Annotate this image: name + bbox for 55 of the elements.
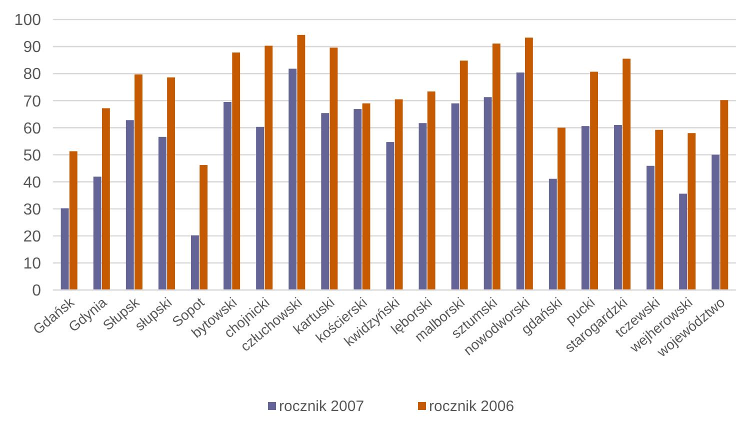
bar — [264, 46, 273, 290]
bar — [330, 48, 338, 290]
bar — [200, 165, 208, 290]
bar — [354, 109, 362, 290]
bar — [362, 103, 370, 290]
bar — [321, 113, 330, 290]
y-tick-label: 60 — [23, 120, 42, 138]
bar — [69, 151, 78, 290]
bar — [418, 123, 427, 290]
y-tick-label: 70 — [23, 93, 42, 110]
bar — [720, 100, 728, 290]
y-tick-label: 0 — [32, 282, 42, 300]
bar — [484, 97, 492, 290]
bar — [688, 133, 696, 290]
legend-label: rocznik 2007 — [279, 398, 364, 415]
y-tick-label: 40 — [23, 174, 42, 192]
bar — [191, 235, 199, 290]
bar — [558, 128, 566, 290]
bar — [655, 130, 664, 290]
bar — [288, 68, 297, 290]
y-tick-label: 90 — [23, 39, 42, 56]
bar — [679, 194, 688, 290]
bar — [614, 124, 622, 290]
bar — [386, 142, 394, 290]
bar — [622, 58, 631, 290]
y-tick-label: 50 — [23, 147, 42, 164]
y-tick-label: 80 — [23, 66, 42, 84]
bar — [167, 77, 175, 290]
legend-label: rocznik 2006 — [429, 398, 514, 415]
bar — [60, 208, 69, 290]
bar — [712, 154, 720, 290]
bar — [451, 103, 460, 290]
bar — [427, 91, 436, 290]
y-tick-label: 30 — [23, 201, 42, 218]
bar — [158, 136, 166, 290]
bar — [548, 178, 557, 290]
bar — [126, 120, 134, 290]
bar — [581, 126, 590, 290]
bar — [460, 60, 468, 290]
bar — [256, 126, 264, 290]
bar — [492, 44, 500, 290]
bar — [590, 72, 598, 290]
bar — [232, 52, 240, 290]
bar — [224, 102, 232, 290]
y-tick-label: 10 — [23, 256, 42, 273]
bar — [134, 74, 142, 290]
y-tick-label: 100 — [14, 12, 42, 30]
bar — [102, 108, 110, 290]
y-tick-label: 20 — [23, 228, 42, 246]
bar — [525, 38, 533, 290]
bar — [394, 99, 403, 290]
bar — [297, 34, 306, 290]
bar — [93, 176, 102, 290]
bar — [516, 72, 524, 290]
bar — [646, 166, 654, 290]
